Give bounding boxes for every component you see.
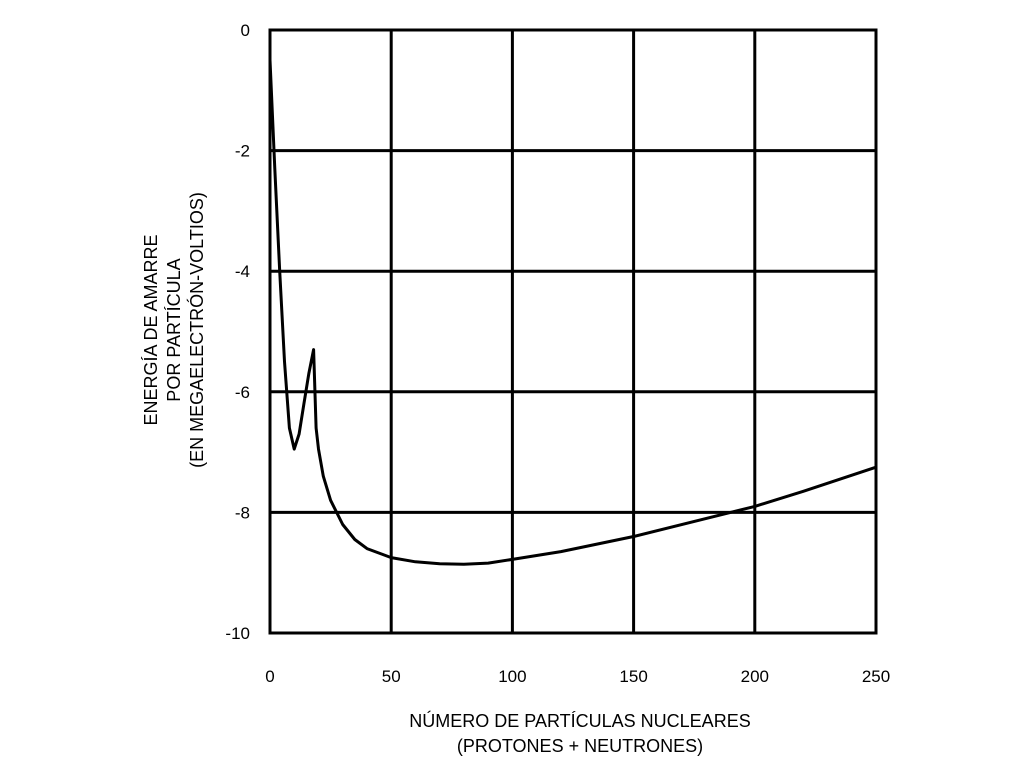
data-series (268, 60, 877, 566)
x-tick-label-3: 150 (619, 667, 647, 686)
x-tick-label-4: 200 (741, 667, 769, 686)
grid-lines (268, 28, 878, 635)
y-axis-title: ENERGÍA DE AMARRE (141, 234, 161, 425)
plot-frame (268, 28, 878, 635)
x-tick-label-1: 50 (382, 667, 401, 686)
y-axis-title-line-3: (EN MEGAELECTRÓN-VOLTIOS) (186, 192, 207, 468)
y-tick-label-0: 0 (241, 21, 250, 40)
x-tick-label-2: 100 (498, 667, 526, 686)
y-tick-label-5: -10 (225, 624, 250, 643)
x-tick-label-0: 0 (265, 667, 274, 686)
y-tick-label-3: -6 (235, 383, 250, 402)
y-axis-title-2: POR PARTÍCULA (164, 258, 184, 401)
y-axis-title-line-1: ENERGÍA DE AMARRE (141, 234, 161, 425)
y-tick-label-2: -4 (235, 262, 250, 281)
y-axis-ticks: 0 -2 -4 -6 -8 -10 (225, 21, 250, 643)
plot-border (268, 28, 878, 635)
y-tick-label-4: -8 (235, 503, 250, 522)
x-axis-title-line-1: NÚMERO DE PARTÍCULAS NUCLEARES (409, 710, 750, 731)
x-axis-title-line-2: (PROTONES + NEUTRONES) (457, 736, 703, 756)
plot-background (270, 30, 876, 633)
y-tick-label-1: -2 (235, 142, 250, 161)
y-axis-title-line-2: POR PARTÍCULA (164, 258, 184, 401)
series-line-0 (268, 60, 877, 566)
y-axis-title-3: (EN MEGAELECTRÓN-VOLTIOS) (186, 192, 207, 468)
x-tick-label-5: 250 (862, 667, 890, 686)
x-axis-ticks: 0 50 100 150 200 250 (265, 667, 890, 686)
